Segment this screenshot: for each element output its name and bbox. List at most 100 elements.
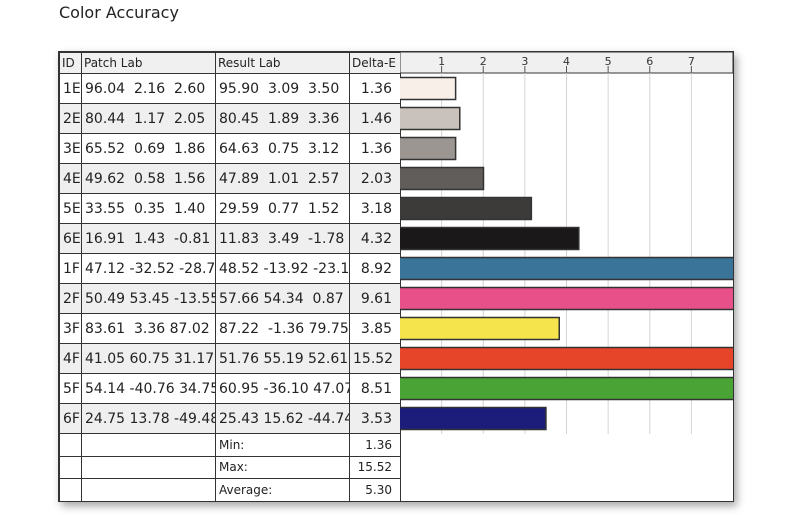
bar-6F — [400, 406, 547, 431]
bar-1E — [400, 76, 457, 101]
patch-lab: 16.91 1.43 -0.81 — [81, 223, 216, 254]
table-row: 2E 80.44 1.17 2.05 80.45 1.89 3.36 1.46 — [59, 103, 401, 134]
patch-lab: 47.12 -32.52 -28.75 — [81, 253, 216, 284]
table-row: 6F 24.75 13.78 -49.48 25.43 15.62 -44.74 3.… — [59, 403, 401, 434]
page-title: Color Accuracy — [59, 3, 179, 22]
patch-lab: 83.61 3.36 87.02 — [81, 313, 216, 344]
table-row: 2F 50.49 53.45 -13.55 57.66 54.34 0.87 9.61 — [59, 283, 401, 314]
result-lab: 51.76 55.19 52.61 — [215, 343, 350, 374]
empty-cell — [59, 455, 82, 479]
patch-lab: 33.55 0.35 1.40 — [81, 193, 216, 224]
delta-e-bar-chart: 1 2 3 4 5 6 7 — [400, 52, 733, 434]
result-lab: 11.83 3.49 -1.78 — [215, 223, 350, 254]
result-lab: 47.89 1.01 2.57 — [215, 163, 350, 194]
summary-row: Min: 1.36 — [59, 433, 401, 457]
x-tick-label: 3 — [521, 55, 528, 68]
header-id: ID — [59, 52, 82, 74]
empty-cell — [59, 433, 82, 457]
delta-e: 15.52 — [349, 343, 401, 374]
summary-label: Min: — [215, 433, 350, 457]
table-row: 1E 96.04 2.16 2.60 95.90 3.09 3.50 1.36 — [59, 73, 401, 104]
bar-4E — [400, 166, 485, 191]
empty-cell — [81, 433, 216, 457]
row-id: 6E — [59, 223, 82, 254]
x-tick-label: 1 — [438, 55, 445, 68]
row-id: 3E — [59, 133, 82, 164]
row-id: 2F — [59, 283, 82, 314]
bar-2E — [400, 106, 461, 131]
table-row: 3E 65.52 0.69 1.86 64.63 0.75 3.12 1.36 — [59, 133, 401, 164]
x-tick-label: 4 — [563, 55, 570, 68]
patch-lab: 41.05 60.75 31.17 — [81, 343, 216, 374]
patch-lab: 80.44 1.17 2.05 — [81, 103, 216, 134]
header-patch: Patch Lab — [81, 52, 216, 74]
row-id: 5F — [59, 373, 82, 404]
delta-e: 3.18 — [349, 193, 401, 224]
summary-label: Average: — [215, 478, 350, 502]
table-row: 4E 49.62 0.58 1.56 47.89 1.01 2.57 2.03 — [59, 163, 401, 194]
result-lab: 87.22 -1.36 79.75 — [215, 313, 350, 344]
bar-5E — [400, 196, 533, 221]
patch-lab: 96.04 2.16 2.60 — [81, 73, 216, 104]
row-id: 1E — [59, 73, 82, 104]
result-lab: 64.63 0.75 3.12 — [215, 133, 350, 164]
header-result: Result Lab — [215, 52, 350, 74]
patch-lab: 65.52 0.69 1.86 — [81, 133, 216, 164]
result-lab: 25.43 15.62 -44.74 — [215, 403, 350, 434]
delta-e: 1.46 — [349, 103, 401, 134]
delta-e: 4.32 — [349, 223, 401, 254]
bar-2F — [400, 286, 733, 311]
empty-cell — [81, 455, 216, 479]
result-lab: 48.52 -13.92 -23.14 — [215, 253, 350, 284]
summary-value: 15.52 — [349, 455, 401, 479]
result-lab: 57.66 54.34 0.87 — [215, 283, 350, 314]
table-row: 3F 83.61 3.36 87.02 87.22 -1.36 79.75 3.85 — [59, 313, 401, 344]
result-lab: 29.59 0.77 1.52 — [215, 193, 350, 224]
x-tick-label: 6 — [646, 55, 653, 68]
bar-3F — [400, 316, 561, 341]
patch-lab: 54.14 -40.76 34.75 — [81, 373, 216, 404]
result-lab: 95.90 3.09 3.50 — [215, 73, 350, 104]
result-lab: 60.95 -36.10 47.07 — [215, 373, 350, 404]
bar-6E — [400, 226, 580, 251]
delta-e: 1.36 — [349, 73, 401, 104]
patch-lab: 24.75 13.78 -49.48 — [81, 403, 216, 434]
bar-5F — [400, 376, 733, 401]
row-id: 2E — [59, 103, 82, 134]
result-lab: 80.45 1.89 3.36 — [215, 103, 350, 134]
delta-e: 8.51 — [349, 373, 401, 404]
header-row: ID Patch Lab Result Lab Delta-E — [59, 52, 401, 74]
row-id: 3F — [59, 313, 82, 344]
x-tick-label: 5 — [605, 55, 612, 68]
row-id: 4E — [59, 163, 82, 194]
summary-value: 5.30 — [349, 478, 401, 502]
row-id: 5E — [59, 193, 82, 224]
header-delta: Delta-E — [349, 52, 401, 74]
patch-lab: 50.49 53.45 -13.55 — [81, 283, 216, 314]
table-row: 5E 33.55 0.35 1.40 29.59 0.77 1.52 3.18 — [59, 193, 401, 224]
table-row: 1F 47.12 -32.52 -28.75 48.52 -13.92 -23.14… — [59, 253, 401, 284]
table-row: 6E 16.91 1.43 -0.81 11.83 3.49 -1.78 4.32 — [59, 223, 401, 254]
x-tick-label: 7 — [688, 55, 695, 68]
summary-row: Max: 15.52 — [59, 455, 401, 479]
delta-e: 8.92 — [349, 253, 401, 284]
delta-e: 1.36 — [349, 133, 401, 164]
empty-cell — [81, 478, 216, 502]
bar-1F — [400, 256, 733, 281]
row-id: 4F — [59, 343, 82, 374]
row-id: 1F — [59, 253, 82, 284]
summary-value: 1.36 — [349, 433, 401, 457]
color-accuracy-table: ID Patch Lab Result Lab Delta-E 1E 96.04 … — [58, 51, 734, 502]
x-tick-label: 2 — [480, 55, 487, 68]
delta-e: 2.03 — [349, 163, 401, 194]
delta-e: 9.61 — [349, 283, 401, 314]
summary-row: Average: 5.30 — [59, 478, 401, 502]
delta-e: 3.53 — [349, 403, 401, 434]
row-id: 6F — [59, 403, 82, 434]
bar-4F — [400, 346, 733, 371]
empty-cell — [59, 478, 82, 502]
bar-3E — [400, 136, 457, 161]
delta-e: 3.85 — [349, 313, 401, 344]
data-table: ID Patch Lab Result Lab Delta-E 1E 96.04 … — [59, 52, 401, 502]
summary-label: Max: — [215, 455, 350, 479]
